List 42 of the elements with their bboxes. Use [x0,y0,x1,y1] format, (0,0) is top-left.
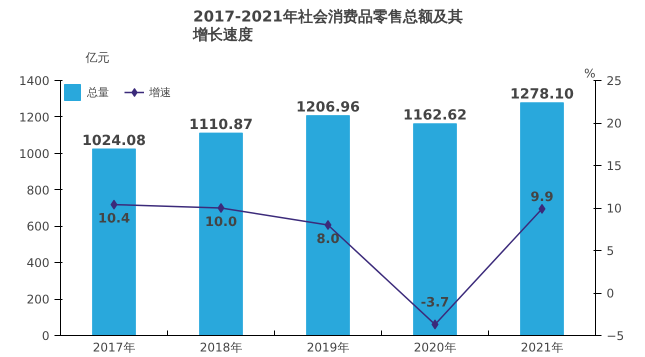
y-tick-label: 800 [26,183,50,198]
y-tick-label: 1000 [18,146,50,161]
data-label: 1024.08 [82,132,146,149]
x-tick-label: 2017年 [92,340,136,354]
data-label: 8.0 [316,232,340,247]
legend-label: 总量 [87,84,109,100]
chart-title: 2017-2021年社会消费品零售总额及其增长速度 [192,8,463,44]
y-tick-label: 200 [26,292,50,307]
x-tick-label: 2018年 [200,340,242,354]
data-label: 9.9 [530,190,554,205]
data-label: 10.0 [204,215,238,230]
bar [199,132,243,336]
y-tick-label: 600 [26,220,50,234]
point [218,203,224,213]
x-tick-label: 2019年 [306,340,350,354]
y-tick-label: 400 [26,256,50,270]
y2-tick-label: 20 [606,116,622,130]
bar [306,115,350,336]
data-label: -3.7 [420,295,450,310]
y-axis-title: 亿元 [84,50,110,64]
y2-tick-label: 25 [606,74,622,88]
x-tick-label: 2021年 [520,340,564,354]
y2-tick-label: 15 [606,159,622,173]
point [324,220,332,230]
bar [520,102,564,336]
x-tick-label: 2020年 [414,340,456,354]
data-label: 1162.62 [403,108,467,124]
y2-tick-label: 5 [606,244,614,258]
y2-tick-label: 10 [606,202,622,216]
y2-tick-label: 0 [606,286,614,300]
bar [413,123,457,336]
y2-tick-label: −5 [606,329,624,343]
y-tick-label: 1400 [18,74,50,88]
legend-label: 增速 [149,84,171,100]
data-label: 1206.96 [296,100,360,116]
data-label: 1110.87 [189,117,253,134]
data-label: 1278.10 [510,86,574,103]
y-tick-label: 1200 [18,110,50,124]
y2-axis-title: % [584,66,596,80]
y-tick-label: 0 [42,329,50,343]
bar [92,148,136,336]
data-label: 10.4 [98,212,130,227]
